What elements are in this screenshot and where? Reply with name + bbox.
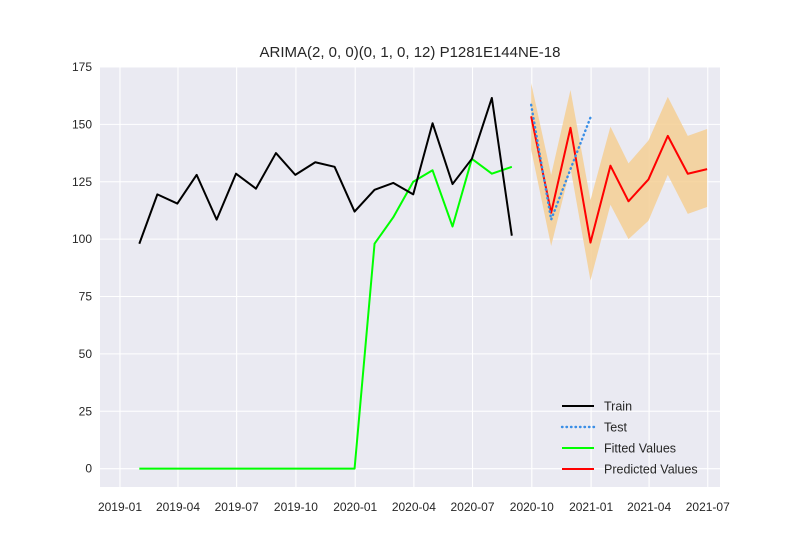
y-tick-label: 75 <box>79 290 93 304</box>
y-tick-label: 125 <box>72 175 92 189</box>
legend-label-predicted-values: Predicted Values <box>604 463 698 477</box>
series-line-fitted-values <box>139 157 513 470</box>
plot-area-background <box>100 67 720 487</box>
grid <box>100 66 720 487</box>
x-tick-label: 2020-07 <box>450 500 494 514</box>
y-tick-label: 0 <box>85 462 92 476</box>
x-tick-label: 2021-04 <box>627 500 671 514</box>
x-tick-label: 2021-01 <box>569 500 613 514</box>
x-tick-label: 2019-01 <box>98 500 142 514</box>
y-tick-label: 25 <box>79 404 93 418</box>
legend-label-train: Train <box>604 400 632 414</box>
y-axis-ticks: 0 25 50 75 100 125 150 175 <box>72 60 92 476</box>
series-layer <box>138 96 708 470</box>
legend-label-test: Test <box>604 421 627 435</box>
y-tick-label: 50 <box>79 347 93 361</box>
x-tick-label: 2019-07 <box>215 500 259 514</box>
x-tick-label: 2019-04 <box>156 500 200 514</box>
y-tick-label: 175 <box>72 60 92 74</box>
x-tick-label: 2019-10 <box>274 500 318 514</box>
x-tick-label: 2020-01 <box>333 500 377 514</box>
chart-title: ARIMA(2, 0, 0)(0, 1, 0, 12) P1281E144NE-… <box>260 44 561 61</box>
series-line-test <box>529 103 592 221</box>
x-tick-label: 2020-10 <box>510 500 554 514</box>
legend-label-fitted-values: Fitted Values <box>604 442 676 456</box>
x-axis-ticks: 2019-01 2019-04 2019-07 2019-10 2020-01 2020-… <box>98 500 730 514</box>
y-tick-label: 100 <box>72 232 92 246</box>
y-tick-label: 150 <box>72 117 92 131</box>
legend: Train Test Fitted Values Predicted Values <box>560 400 698 477</box>
x-tick-label: 2020-04 <box>392 500 436 514</box>
series-line-predicted-values <box>530 116 708 244</box>
x-tick-label: 2021-07 <box>686 500 730 514</box>
series-line-train <box>138 96 513 245</box>
